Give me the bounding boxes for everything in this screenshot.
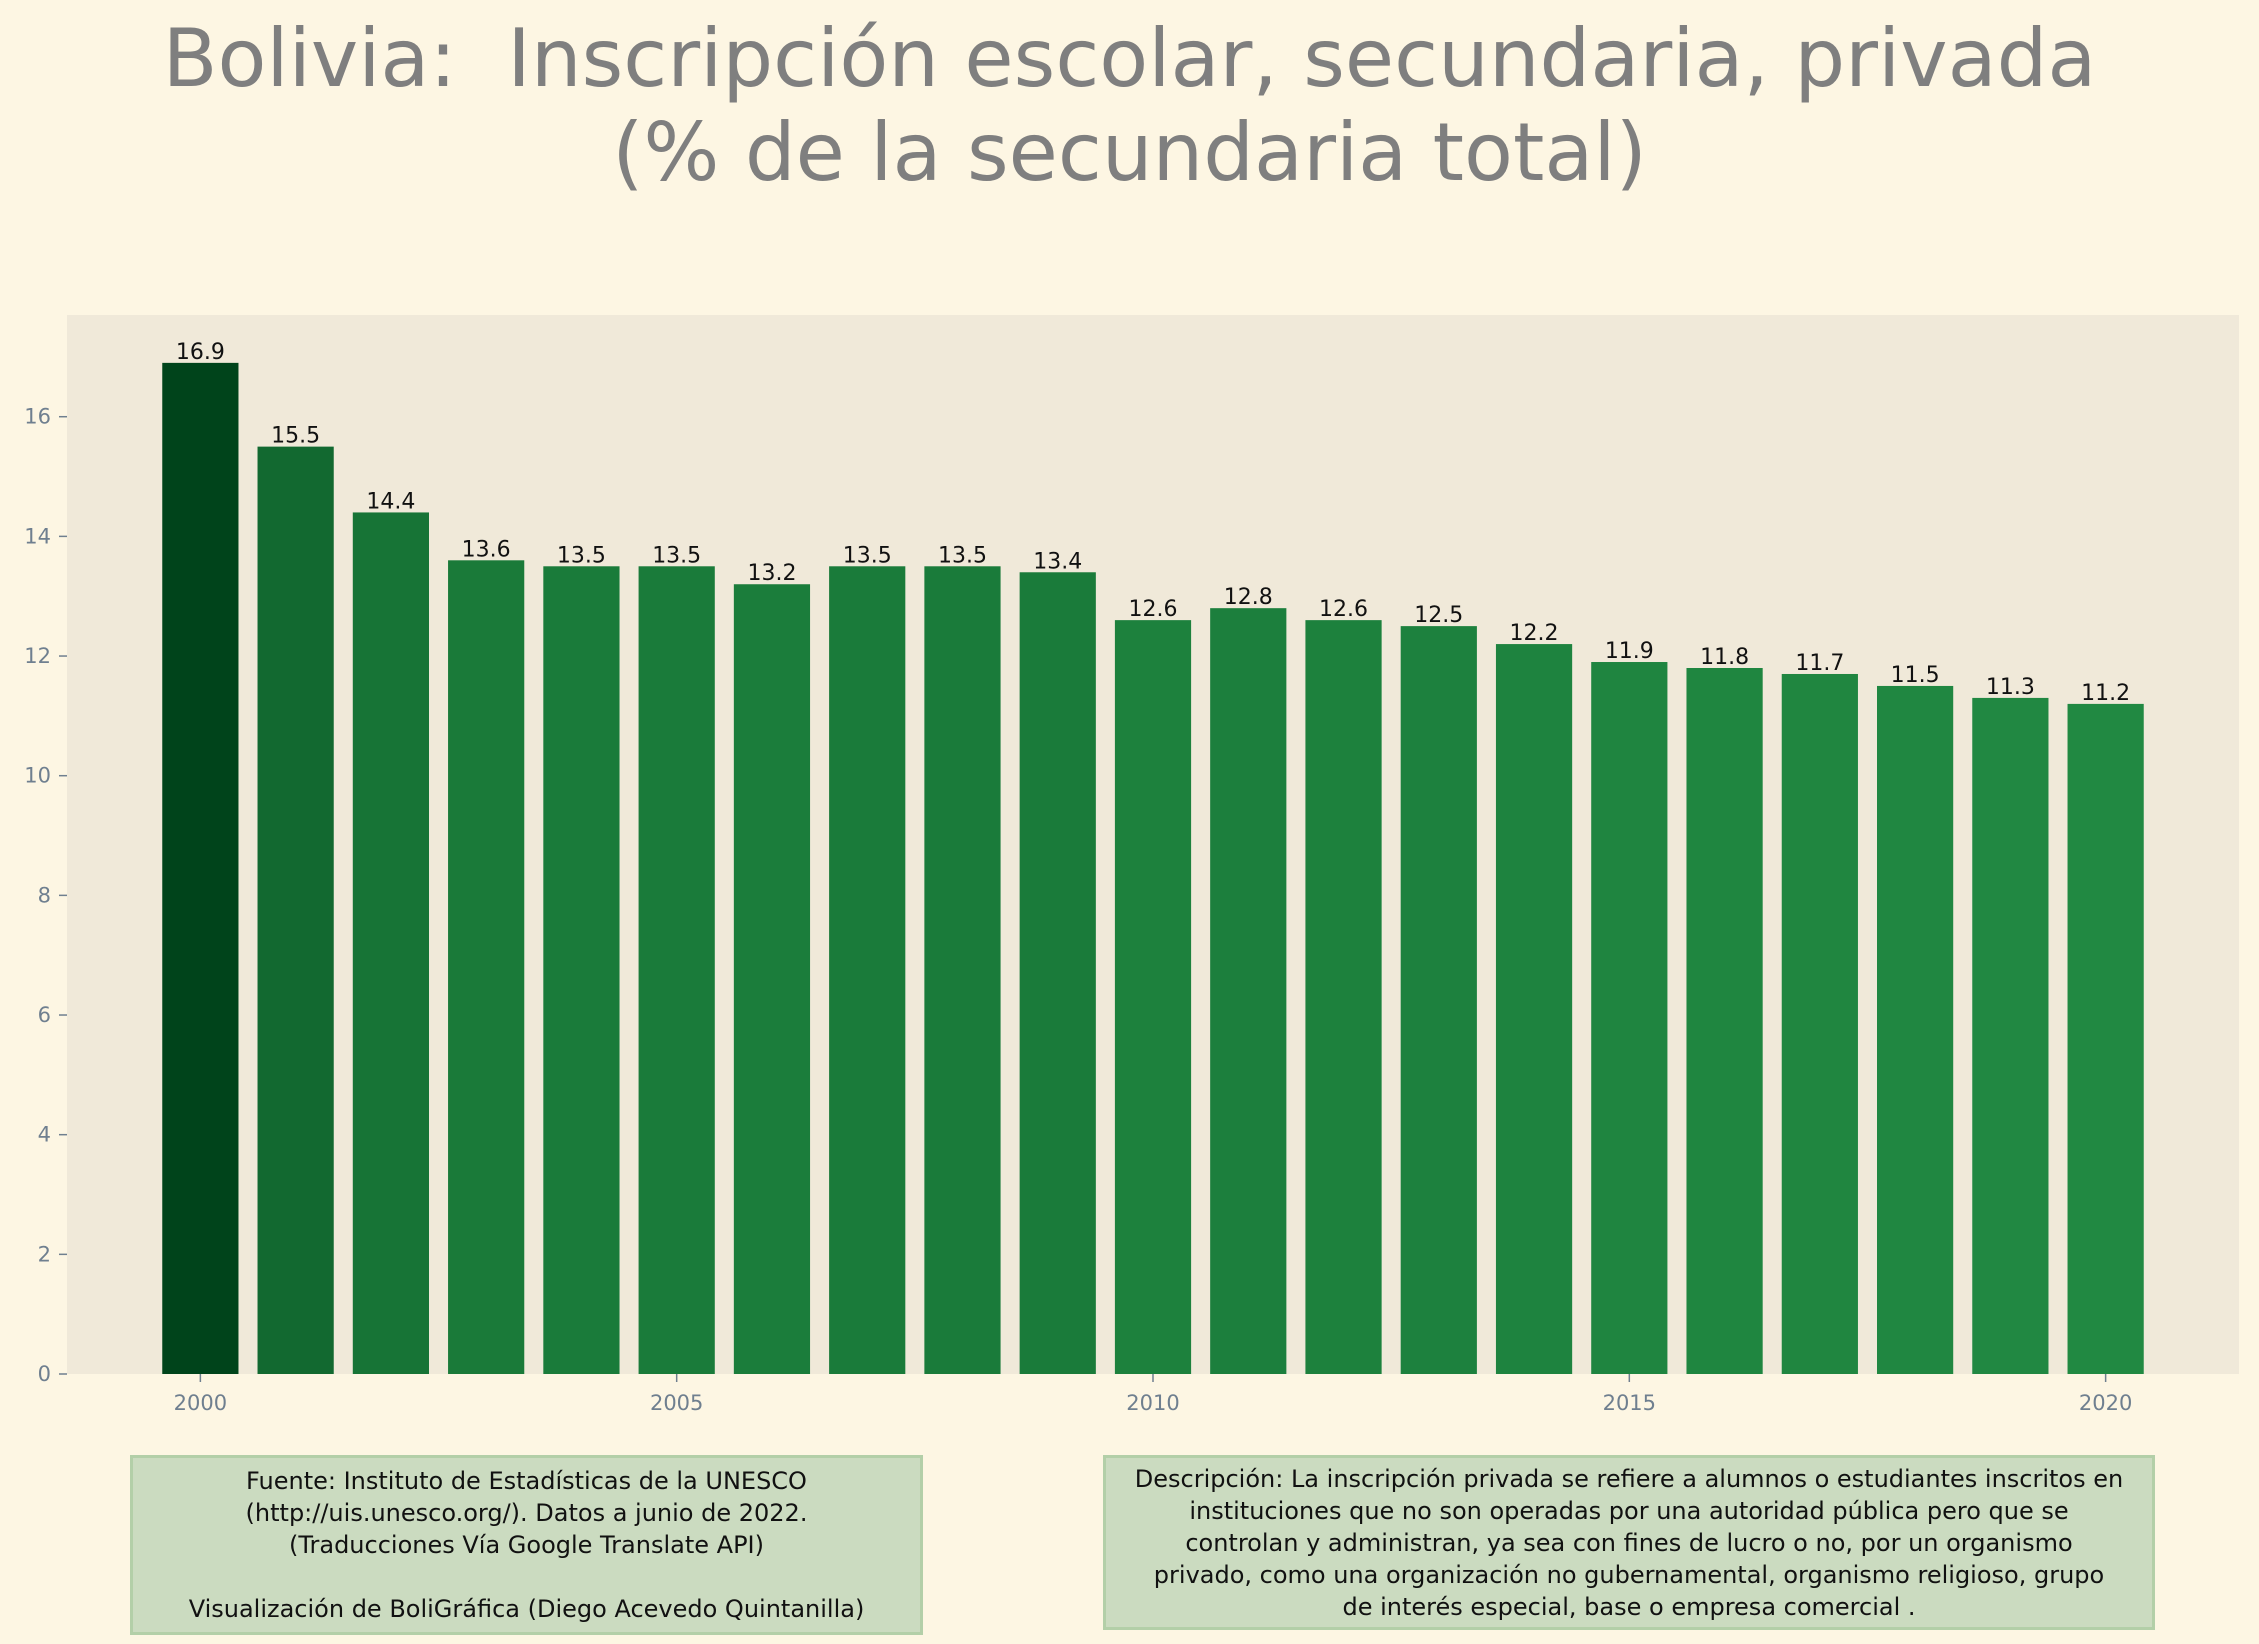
description-line: de interés especial, base o empresa come… [1342,1592,1916,1621]
x-tick-label: 2015 [1603,1391,1656,1415]
bar-value-label: 11.7 [1795,651,1844,676]
bar-value-label: 12.5 [1414,603,1463,628]
bar-value-label: 13.4 [1033,549,1082,574]
bar-2001 [257,446,334,1375]
y-tick-label: 16 [24,405,51,429]
bar-2010 [1114,620,1192,1374]
source-line [133,1561,920,1593]
bar-2004 [543,566,620,1374]
bar-value-label: 15.5 [271,424,320,449]
bar-value-label: 13.5 [938,543,987,568]
bar-2016 [1686,668,1763,1374]
bar-2020 [2067,703,2144,1374]
chart-title: Bolivia: Inscripción escolar, secundaria… [0,12,2259,200]
bar-value-label: 14.4 [366,489,415,514]
bar-value-label: 13.2 [747,561,796,586]
x-tick-label: 2020 [2079,1391,2132,1415]
source-box: Fuente: Instituto de Estadísticas de la … [130,1455,923,1635]
bar-2002 [352,512,429,1374]
source-line: (Traducciones Vía Google Translate API) [289,1531,764,1559]
description-line: privado, como una organización no gubern… [1153,1560,2105,1589]
description-line: controlan y administran, ya sea con fine… [1185,1528,2073,1557]
bar-2007 [829,566,906,1374]
bar-2011 [1210,608,1287,1374]
source-line: Visualización de BoliGráfica (Diego Acev… [188,1595,865,1623]
bar-value-label: 12.8 [1224,585,1273,610]
source-line: Fuente: Instituto de Estadísticas de la … [246,1467,807,1495]
bar-2013 [1400,626,1477,1374]
chart-title-line-1: Bolivia: Inscripción escolar, secundaria… [162,12,2097,105]
bar-chart: 16.9 15.5 14.4 13.6 13.5 13.5 13.2 13.5 13.5 13.4… [24,315,2239,1415]
bar-2015 [1591,662,1668,1374]
bar-value-label: 11.3 [1986,675,2035,700]
y-tick-label: 14 [24,524,51,548]
description-line: instituciones que no son operadas por un… [1189,1496,2069,1525]
description-line: Descripción: La inscripción privada se r… [1134,1464,2124,1493]
bar-value-label: 13.5 [652,543,701,568]
bar-2005 [638,566,715,1374]
bar-value-label: 13.5 [557,543,606,568]
y-tick-label: 8 [38,883,51,907]
value-labels-group: 16.9 15.5 14.4 13.6 13.5 13.5 13.2 13.5 13.5 13.4… [176,340,2130,706]
y-tick-label: 2 [38,1242,51,1266]
bar-value-label: 12.6 [1319,597,1368,622]
bar-2003 [448,560,525,1374]
y-tick-label: 0 [38,1362,51,1386]
bar-value-label: 11.8 [1700,645,1749,670]
bar-2017 [1781,673,1858,1374]
x-tick-label: 2005 [650,1391,703,1415]
y-tick-label: 6 [38,1003,51,1027]
y-tick-label: 4 [38,1123,51,1147]
bar-value-label: 12.6 [1129,597,1178,622]
bar-2012 [1305,620,1382,1374]
bar-value-label: 11.2 [2081,681,2130,706]
x-axis: 2000 2005 2010 2015 2020 [174,1374,2132,1415]
bar-2019 [1972,697,2049,1374]
bar-2008 [924,566,1001,1374]
bar-value-label: 13.6 [462,537,511,562]
bar-2006 [733,584,811,1374]
bar-2018 [1877,685,1954,1374]
bar-2014 [1495,644,1573,1374]
bar-value-label: 12.2 [1510,621,1559,646]
bar-2000 [162,362,239,1375]
bar-value-label: 11.9 [1605,639,1654,664]
description-box: Descripción: La inscripción privada se r… [1103,1455,2155,1630]
bar-2009 [1019,572,1096,1374]
bar-value-label: 13.5 [843,543,892,568]
source-line: (http://uis.unesco.org/). Datos a junio … [245,1499,808,1527]
chart-title-line-2: (% de la secundaria total) [612,106,1647,199]
y-tick-label: 10 [24,764,51,788]
bar-value-label: 11.5 [1891,663,1940,688]
bars-group [162,362,2144,1375]
bar-value-label: 16.9 [176,340,225,365]
x-tick-label: 2000 [174,1391,227,1415]
y-tick-label: 12 [24,644,51,668]
x-tick-label: 2010 [1126,1391,1179,1415]
y-axis: 0 2 4 6 8 10 12 14 16 [24,405,67,1386]
